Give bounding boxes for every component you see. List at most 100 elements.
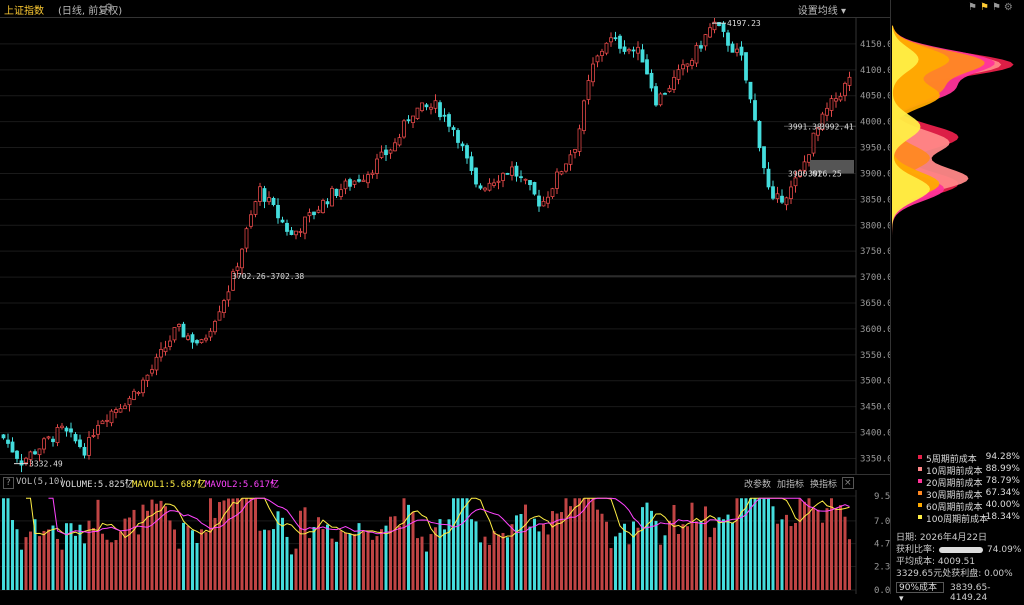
volume-bar — [2, 498, 5, 590]
switch-indicator-button[interactable]: 换指标 — [810, 480, 838, 490]
cost-select[interactable]: 90%成本 ▾ — [896, 582, 944, 604]
volume-bar — [281, 517, 284, 590]
volume-bar — [191, 530, 194, 590]
candle-body — [465, 145, 469, 159]
candle-body — [424, 104, 429, 108]
candle-body — [793, 177, 798, 187]
volume-bar — [24, 537, 28, 590]
volume-bar — [699, 521, 703, 590]
volume-bar — [470, 519, 473, 590]
candle-body — [217, 311, 222, 321]
volume-bar — [155, 503, 158, 590]
candle-body — [703, 34, 708, 47]
candle-body — [393, 142, 397, 152]
price-chart[interactable]: 4150.00 4100.00 4050.00 4000.00 3950.00 3900.… — [0, 18, 890, 474]
volume-bar — [398, 525, 401, 590]
candle-body — [361, 179, 366, 182]
volume-bar — [627, 544, 631, 590]
candle-body — [145, 374, 150, 381]
volume-bar — [150, 499, 154, 590]
volume-bar — [668, 520, 671, 590]
volume-bar — [533, 518, 536, 590]
volume-bar — [780, 519, 784, 590]
volume-bar — [114, 540, 118, 590]
candle-body — [96, 424, 100, 435]
level-band — [810, 159, 854, 174]
candle-body — [312, 211, 316, 216]
candle-body — [334, 188, 339, 197]
candle-body — [168, 340, 172, 347]
candle-body — [357, 179, 361, 182]
candle-body — [447, 114, 451, 127]
candle-body — [150, 369, 154, 374]
volume-bar — [474, 521, 478, 590]
volume-chart[interactable]: 9.53 7.01 4.70 2.38 0.00 — [0, 490, 890, 594]
candle-body — [519, 176, 523, 179]
candle-body — [636, 46, 640, 54]
price-tick: 3500.00 — [860, 377, 890, 387]
price-tick: 4000.00 — [860, 118, 890, 128]
close-icon[interactable]: × — [842, 477, 854, 489]
candle-body — [825, 107, 829, 116]
ma-settings-button[interactable]: 设置均线 ▾ — [797, 6, 846, 17]
volume-bar — [834, 508, 838, 590]
flag-gray-icon[interactable]: ⚑ — [991, 2, 1001, 13]
volume-bar — [605, 521, 608, 590]
volume-bar — [641, 507, 644, 590]
candle-body — [114, 409, 118, 413]
candle-body — [622, 46, 627, 52]
legend-row: 20周期前成本 78.79% — [916, 476, 1020, 489]
price-tick: 3600.00 — [860, 325, 890, 335]
volume-bar — [807, 498, 811, 590]
flag-active-icon[interactable]: ⚑ — [979, 2, 989, 13]
flag-icon[interactable]: ⚑ — [968, 2, 977, 13]
price-tick: 3900.00 — [860, 169, 890, 179]
volume-bar — [38, 536, 41, 590]
volume-bar — [254, 498, 257, 590]
volume-bar — [96, 499, 100, 590]
volume-bar — [344, 532, 347, 590]
candle-body — [492, 182, 496, 186]
volume-bar — [6, 498, 10, 590]
candle-body — [505, 172, 510, 175]
level-label: 3702.26-3702.38 — [232, 272, 304, 281]
index-title[interactable]: 上证指数 — [4, 6, 44, 17]
candle-body — [298, 231, 303, 233]
volume-bar — [555, 513, 559, 590]
volume-bar — [285, 536, 289, 590]
cost-legend: 5周期前成本 94.28% 10周期前成本 88.99% 20周期前成本 78.79%… — [916, 452, 1020, 525]
edit-params-button[interactable]: 改参数 — [744, 480, 772, 490]
candle-body — [15, 450, 19, 459]
volume-bar — [218, 502, 221, 590]
candle-body — [280, 219, 285, 223]
candle-body — [37, 448, 42, 456]
add-indicator-button[interactable]: 加指标 — [777, 480, 805, 490]
help-icon[interactable]: ? — [3, 477, 14, 489]
candle-body — [271, 197, 276, 205]
candle-body — [33, 451, 37, 455]
volume-bar — [312, 527, 316, 590]
volume-bar — [587, 498, 590, 590]
volume-bar — [708, 537, 712, 590]
volume-bar — [263, 529, 266, 590]
candle-body — [82, 446, 87, 456]
volume-bar — [515, 515, 518, 590]
price-tick: 3750.00 — [860, 247, 890, 257]
candle-body — [721, 23, 726, 32]
gear-icon[interactable]: ⚙ — [104, 1, 114, 14]
candle-body — [730, 43, 735, 53]
volume-bar — [168, 520, 172, 590]
volume-bar — [402, 498, 406, 590]
volume-bar — [618, 532, 622, 590]
candle-body — [253, 201, 258, 215]
candle-body — [307, 212, 312, 217]
legend-row: 5周期前成本 94.28% — [916, 452, 1020, 465]
candle-body — [838, 95, 843, 101]
gear-icon[interactable]: ⚙ — [1003, 2, 1013, 13]
candle-body — [118, 408, 123, 413]
cost-layer — [892, 25, 1002, 262]
volume-bar — [11, 520, 14, 590]
volume-bar — [29, 531, 32, 590]
candle-body — [186, 335, 190, 340]
volume-bar — [110, 542, 113, 590]
